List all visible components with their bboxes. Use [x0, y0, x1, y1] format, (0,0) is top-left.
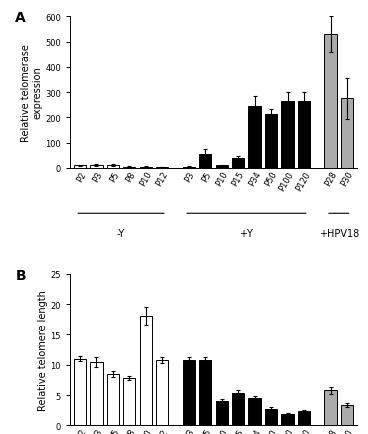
Bar — [248, 107, 261, 168]
Bar — [139, 167, 152, 168]
Bar — [139, 316, 152, 425]
Bar — [282, 102, 294, 168]
Bar — [324, 35, 337, 168]
Bar — [216, 401, 228, 425]
Text: -Y: -Y — [117, 229, 125, 239]
Bar — [123, 167, 135, 168]
Bar — [232, 393, 244, 425]
Bar — [248, 398, 261, 425]
Bar — [341, 99, 353, 168]
Text: B: B — [15, 268, 26, 282]
Text: +HPV18: +HPV18 — [319, 229, 359, 239]
Bar — [265, 114, 277, 168]
Bar — [216, 166, 228, 168]
Y-axis label: Relative telomere length: Relative telomere length — [38, 289, 47, 410]
Bar — [90, 362, 103, 425]
Bar — [156, 360, 169, 425]
Bar — [199, 360, 211, 425]
Bar — [298, 102, 310, 168]
Bar — [265, 409, 277, 425]
Y-axis label: Relative telomerase
expression: Relative telomerase expression — [21, 44, 42, 142]
Bar — [107, 374, 119, 425]
Bar — [232, 158, 244, 168]
Bar — [324, 390, 337, 425]
Bar — [74, 359, 86, 425]
Text: A: A — [15, 11, 26, 25]
Bar — [183, 167, 195, 168]
Bar — [199, 155, 211, 168]
Bar — [298, 411, 310, 425]
Bar — [123, 378, 135, 425]
Bar — [341, 405, 353, 425]
Bar — [282, 414, 294, 425]
Bar — [74, 166, 86, 168]
Text: +Y: +Y — [240, 229, 254, 239]
Bar — [107, 165, 119, 168]
Bar — [183, 360, 195, 425]
Bar — [90, 165, 103, 168]
